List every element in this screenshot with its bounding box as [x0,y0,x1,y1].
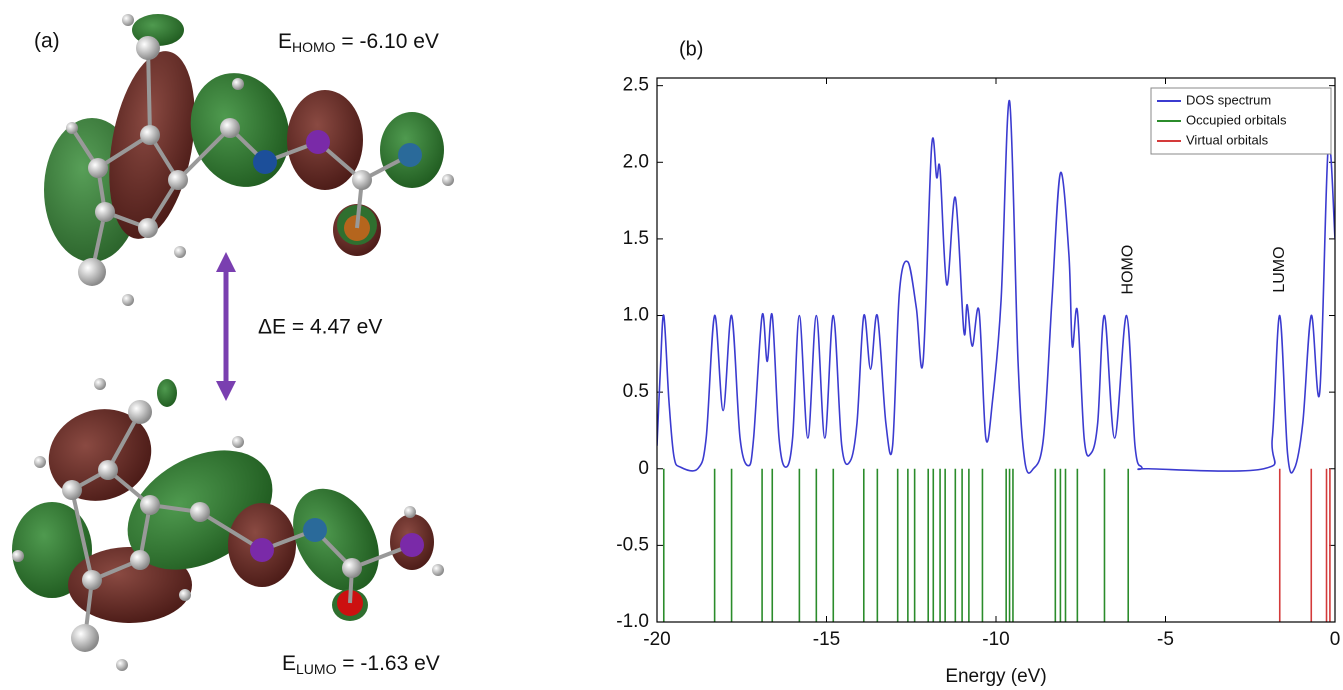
figure: (a) EHOMO = -6.10 eV ΔE = 4.47 eV ELUMO … [0,0,1343,690]
x-tick-label: 0 [1330,629,1341,650]
symbol: E [282,652,296,675]
legend-label: Virtual orbitals [1186,132,1269,147]
panel-label: (b) [679,38,703,60]
lumo-orbital [12,378,444,671]
annotation: LUMO [1271,246,1288,292]
symbol: E [278,30,292,53]
y-tick-label: 0 [638,458,649,479]
y-tick-label: 2.0 [623,151,649,172]
homo-energy: EHOMO = -6.10 eV [278,30,439,55]
value-text: = -6.10 eV [336,30,439,53]
x-tick-label: -10 [982,629,1009,650]
subscript: LUMO [296,661,337,677]
gap-arrow [216,252,236,401]
x-axis-label: Energy (eV) [945,666,1046,687]
y-tick-label: 1.0 [623,305,649,326]
legend-label: DOS spectrum [1186,92,1271,107]
x-tick-label: -20 [643,629,670,650]
homo-orbital [44,14,454,306]
y-tick-label: 1.5 [623,228,649,249]
value-text: = -1.63 eV [336,652,439,675]
legend-label: Occupied orbitals [1186,112,1287,127]
y-tick-label: -0.5 [616,534,649,555]
subscript: HOMO [292,39,336,55]
dos-line [657,101,1335,474]
lumo-energy: ELUMO = -1.63 eV [282,652,440,677]
y-tick-label: 2.5 [623,75,649,96]
annotation: HOMO [1119,245,1136,295]
panel-label: (a) [34,30,60,53]
y-tick-label: 0.5 [623,381,649,402]
plot-area [657,101,1335,622]
dos-chart: (b)Energy (eV)-1.0-0.500.51.01.52.02.5-2… [616,38,1340,687]
x-tick-label: -5 [1157,629,1174,650]
x-tick-label: -15 [813,629,840,650]
gap-energy: ΔE = 4.47 eV [258,316,382,339]
